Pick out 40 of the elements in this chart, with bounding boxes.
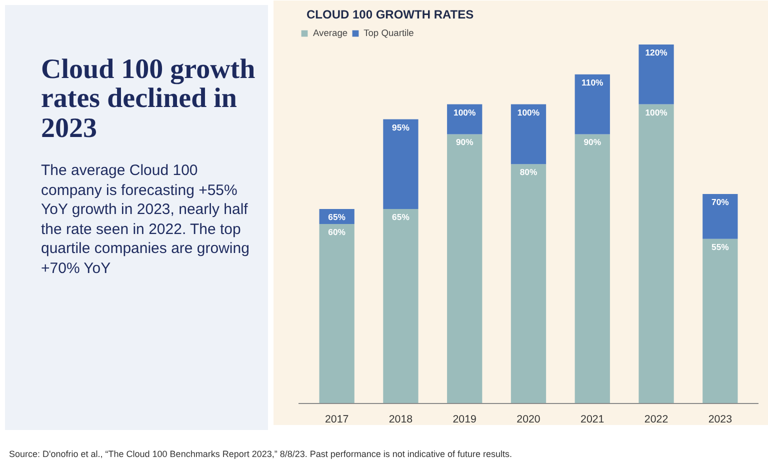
bar <box>510 104 546 164</box>
data-label: 90% <box>584 137 602 148</box>
total-label: 95% <box>392 122 410 132</box>
data-label: 100% <box>645 107 668 118</box>
total-label: 100% <box>454 107 476 118</box>
x-tick-label: 2021 <box>580 414 604 426</box>
bar <box>638 44 674 104</box>
total-label: 65% <box>328 212 346 222</box>
text: CLOUD 100 GROWTH RATES <box>306 8 474 22</box>
data-label: 65% <box>392 212 410 222</box>
bar <box>574 74 610 134</box>
legend-label: Average <box>313 28 348 38</box>
bar <box>638 104 674 404</box>
source-note: Source: D'onofrio et al., “The Cloud 100 Benchmarks Report 2023,” 8/8/23. Past performance is not indicative of future results. <box>9 449 512 459</box>
bar <box>447 104 482 134</box>
bar <box>702 238 738 404</box>
bar <box>447 134 482 404</box>
x-tick-label: 2023 <box>708 414 732 426</box>
data-label: 55% <box>712 242 730 252</box>
x-tick-label: 2017 <box>324 414 349 426</box>
bar <box>319 224 354 404</box>
x-tick-label: 2018 <box>388 414 413 426</box>
total-label: 70% <box>712 197 730 208</box>
x-tick-label: 2019 <box>452 414 477 426</box>
total-label: 100% <box>517 107 540 118</box>
bar <box>383 209 418 404</box>
data-label: 60% <box>328 226 346 237</box>
text: Cloud 100 growth rates declined in 2023 <box>41 54 256 144</box>
total-label: 120% <box>645 47 668 58</box>
bar <box>702 194 738 239</box>
text: The average Cloud 100 company is forecasting +55% YoY growth in 2023, nearly half the rate seen in 2022. The top quartile companies are growing +70% YoY <box>41 161 250 278</box>
x-tick-label: 2020 <box>516 414 540 426</box>
x-tick-label: 2022 <box>644 414 668 426</box>
bar <box>383 119 418 210</box>
data-label: 90% <box>456 137 474 148</box>
bar <box>574 134 610 404</box>
total-label: 110% <box>582 77 604 88</box>
data-label: 80% <box>520 167 538 178</box>
bar <box>510 164 546 404</box>
legend-label: Top Quartile <box>364 28 414 38</box>
